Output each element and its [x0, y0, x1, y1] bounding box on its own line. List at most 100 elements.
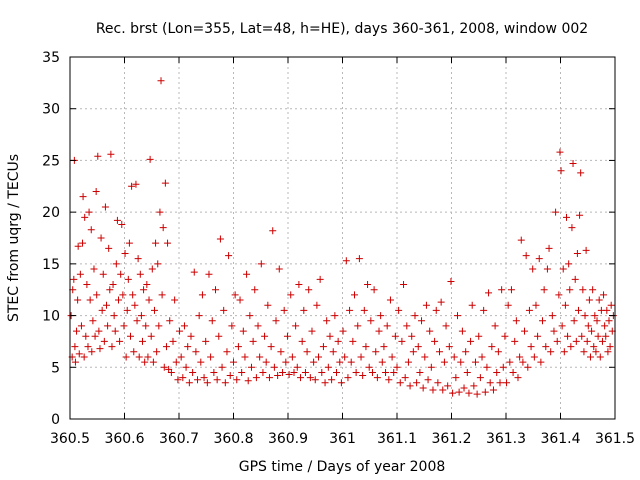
data-point — [142, 322, 150, 330]
data-point — [77, 322, 85, 330]
data-point — [256, 353, 264, 361]
data-point — [530, 353, 538, 361]
data-point — [153, 348, 161, 356]
data-point — [205, 270, 213, 278]
data-point — [131, 301, 139, 309]
data-point — [298, 337, 306, 345]
data-point — [334, 337, 342, 345]
data-point — [265, 374, 273, 382]
data-point — [357, 353, 365, 361]
data-point — [540, 286, 548, 294]
data-point — [108, 343, 116, 351]
data-point — [269, 227, 277, 235]
data-point — [339, 327, 347, 335]
data-point — [547, 348, 555, 356]
data-point — [370, 286, 378, 294]
data-point — [155, 322, 163, 330]
data-point — [323, 317, 331, 325]
data-point — [277, 348, 285, 356]
data-point — [180, 322, 188, 330]
data-point — [488, 343, 496, 351]
data-point — [452, 374, 460, 382]
y-tick-label: 5 — [51, 360, 60, 376]
data-point — [97, 234, 105, 242]
data-point — [550, 327, 558, 335]
data-point — [147, 332, 155, 340]
y-axis-title: STEC from uqrg / TECUs — [6, 154, 22, 322]
data-point — [308, 327, 316, 335]
data-point — [71, 358, 79, 366]
data-point — [373, 374, 381, 382]
data-point — [570, 317, 578, 325]
data-point — [313, 301, 321, 309]
data-point — [76, 270, 84, 278]
data-point — [96, 345, 104, 353]
data-point — [150, 306, 158, 314]
data-point — [347, 358, 355, 366]
data-point — [545, 244, 553, 252]
data-point — [455, 388, 463, 396]
data-point — [93, 291, 101, 299]
data-point — [493, 368, 501, 376]
data-point — [576, 211, 584, 219]
data-point — [377, 312, 385, 320]
x-tick-label: 361.2 — [431, 431, 471, 447]
data-point — [283, 332, 291, 340]
data-point — [535, 255, 543, 263]
data-point — [360, 306, 368, 314]
data-point — [92, 187, 100, 195]
data-point — [254, 322, 262, 330]
data-point — [73, 327, 81, 335]
data-point — [200, 374, 208, 382]
data-point — [84, 343, 92, 351]
data-point — [419, 384, 427, 392]
data-point — [574, 306, 582, 314]
data-point — [548, 312, 556, 320]
data-point — [458, 327, 466, 335]
data-point — [113, 216, 121, 224]
data-point — [577, 169, 585, 177]
data-point — [223, 348, 231, 356]
data-point — [329, 348, 337, 356]
data-point — [401, 374, 409, 382]
data-point — [566, 286, 574, 294]
data-point — [161, 179, 169, 187]
x-tick-label: 361.3 — [486, 431, 526, 447]
data-point — [564, 332, 572, 340]
data-point — [164, 239, 172, 247]
data-point — [99, 270, 107, 278]
x-tick-label: 361.4 — [540, 431, 580, 447]
x-tick-label: 360.9 — [268, 431, 308, 447]
data-point — [231, 291, 239, 299]
data-point — [498, 286, 506, 294]
data-point — [225, 252, 233, 260]
data-point — [333, 368, 341, 376]
data-point — [429, 386, 437, 394]
data-point — [169, 337, 177, 345]
data-point — [159, 224, 167, 232]
data-point — [391, 332, 399, 340]
data-point — [596, 353, 604, 361]
data-point — [293, 363, 301, 371]
data-point — [579, 286, 587, 294]
data-point — [282, 358, 290, 366]
data-point — [519, 358, 527, 366]
data-point — [140, 286, 148, 294]
data-point — [471, 358, 479, 366]
data-point — [421, 353, 429, 361]
data-point — [220, 306, 228, 314]
data-point — [470, 382, 478, 390]
data-point — [525, 306, 533, 314]
data-point — [243, 270, 251, 278]
data-point — [158, 291, 166, 299]
data-point — [249, 337, 257, 345]
data-point — [567, 343, 575, 351]
data-point — [556, 148, 564, 156]
data-point — [301, 368, 309, 376]
data-point — [135, 353, 143, 361]
data-point — [447, 277, 455, 285]
data-point — [95, 327, 103, 335]
data-point — [292, 322, 300, 330]
data-point — [346, 306, 354, 314]
data-point — [583, 337, 591, 345]
